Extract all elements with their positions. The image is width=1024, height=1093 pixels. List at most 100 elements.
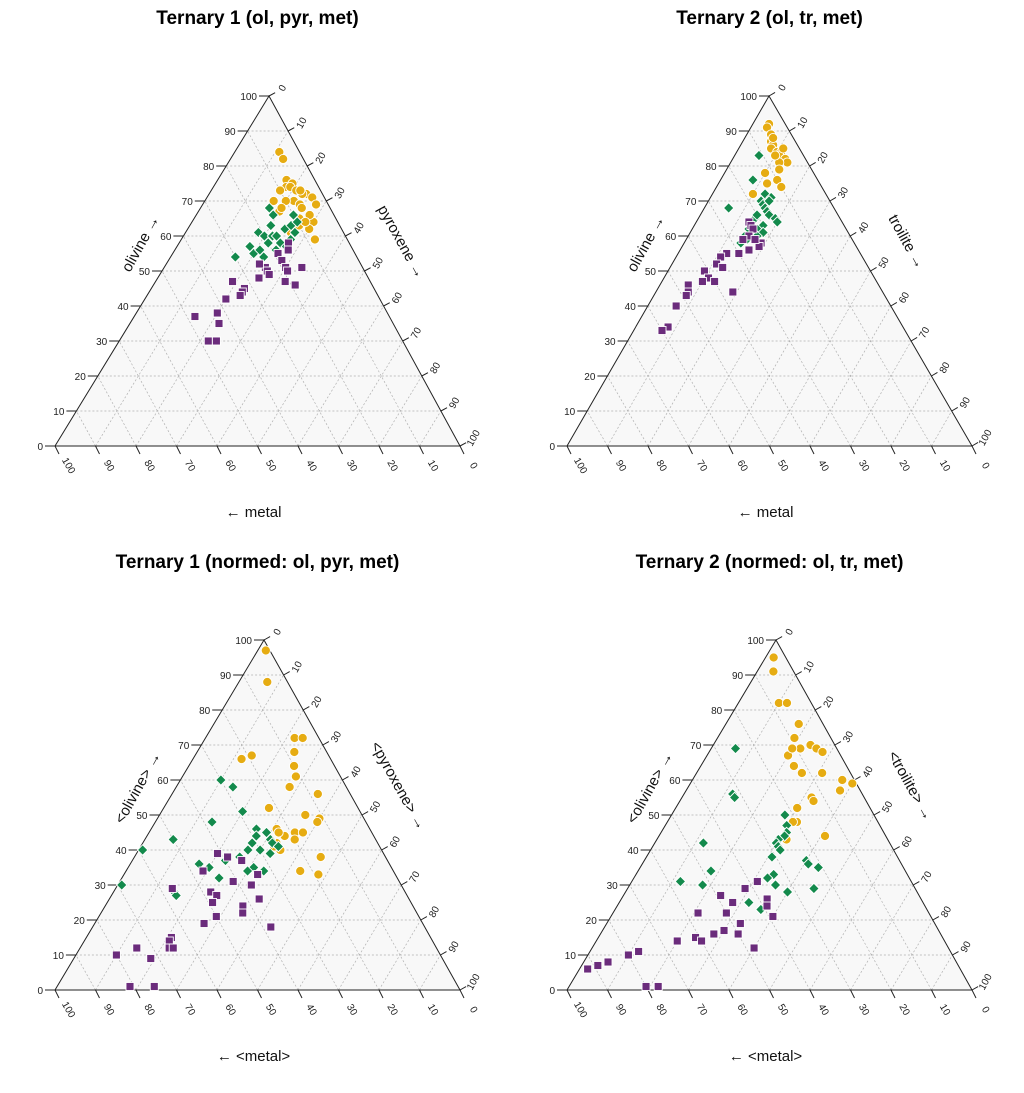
bottom-tick-label: 40 <box>815 1002 830 1018</box>
right-tick-label: 70 <box>409 325 424 340</box>
data-point-square <box>149 982 159 991</box>
data-point-circle <box>747 188 758 200</box>
grid-line-secondary <box>688 744 836 991</box>
data-point-square <box>238 908 248 918</box>
right-axis-tick <box>854 776 861 781</box>
left-tick-label: 90 <box>726 127 738 138</box>
right-axis-tick <box>268 92 276 97</box>
data-point-square <box>752 877 762 886</box>
grid-line-secondary <box>419 410 442 447</box>
grid-line-secondary <box>95 674 284 991</box>
grid-line-metal <box>627 340 689 447</box>
data-point-square <box>697 936 707 946</box>
bottom-tick-label: 90 <box>613 1002 628 1018</box>
data-point-diamond <box>287 209 300 221</box>
grid-line-metal <box>748 130 932 447</box>
data-point-diamond <box>779 809 791 821</box>
bottom-tick-label: 90 <box>101 458 116 474</box>
data-point-circle <box>774 164 785 175</box>
bottom-axis-tick <box>566 445 572 455</box>
left-tick-label: 0 <box>549 986 555 997</box>
bottom-tick-label: 0 <box>467 461 480 472</box>
left-tick-label: 60 <box>160 232 172 243</box>
bottom-axis-tick <box>809 989 815 999</box>
data-point-circle <box>796 767 807 779</box>
data-point-circle <box>289 760 300 772</box>
data-point-square <box>214 319 224 328</box>
bottom-axis-label: ← <metal> <box>729 1048 803 1065</box>
bottom-axis-tick <box>257 989 262 999</box>
left-tick-label: 30 <box>607 881 619 892</box>
grid-line-metal <box>221 709 380 991</box>
data-point-square <box>768 912 778 921</box>
bottom-tick-label: 60 <box>222 1002 237 1018</box>
right-axis-tick <box>283 671 290 676</box>
bottom-tick-label: 100 <box>571 1000 589 1020</box>
bottom-axis-tick <box>216 445 222 455</box>
right-tick-label: 90 <box>447 939 462 954</box>
right-tick-label: 30 <box>329 729 344 744</box>
data-point-square <box>603 957 613 967</box>
left-tick-label: 70 <box>178 741 190 752</box>
right-tick-label: 100 <box>977 972 995 992</box>
bottom-tick-label: 70 <box>182 1002 197 1018</box>
data-point-circle <box>289 746 300 758</box>
panel-title: Ternary 1 (normed: ol, pyr, met) <box>116 552 400 573</box>
ternary-panel-3: 0102030405060708090100010203040506070809… <box>37 552 483 1065</box>
bottom-axis-tick <box>297 445 303 455</box>
data-point-circle <box>819 830 831 842</box>
right-tick-label: 0 <box>272 627 285 638</box>
data-point-square <box>235 291 245 300</box>
left-tick-label: 0 <box>549 442 555 453</box>
bottom-axis-tick <box>607 445 612 455</box>
bottom-axis-tick <box>176 989 181 999</box>
data-point-circle <box>297 827 309 838</box>
data-point-diamond <box>747 174 759 186</box>
data-point-diamond <box>812 861 825 874</box>
data-point-diamond <box>769 879 782 891</box>
data-point-diamond <box>229 251 242 263</box>
left-axis-label: olivine → <box>624 213 669 275</box>
right-tick-label: 30 <box>836 185 851 200</box>
data-point-diamond <box>759 188 771 200</box>
data-point-square <box>721 908 731 918</box>
right-axis-tick <box>931 372 938 377</box>
data-point-circle <box>263 802 275 814</box>
data-point-circle <box>781 697 793 709</box>
data-point-diamond <box>250 830 263 842</box>
left-tick-label: 0 <box>37 986 43 997</box>
data-point-diamond <box>774 844 787 856</box>
bottom-tick-label: 50 <box>263 1002 278 1018</box>
right-axis-tick <box>263 636 271 641</box>
data-point-circle <box>312 788 323 800</box>
data-point-square <box>593 961 603 970</box>
data-point-square <box>735 919 745 928</box>
grid-line-secondary <box>607 130 790 447</box>
data-point-diamond <box>743 896 755 909</box>
left-tick-label: 60 <box>157 776 169 787</box>
left-tick-label: 80 <box>711 706 723 717</box>
right-axis-tick <box>795 671 802 676</box>
right-axis-tick <box>361 811 369 816</box>
bottom-axis-label: ← <metal> <box>217 1048 291 1065</box>
left-tick-label: 10 <box>565 951 577 962</box>
data-point-square <box>728 898 738 907</box>
data-point-diamond <box>696 879 709 891</box>
data-point-circle <box>768 652 779 663</box>
data-point-square <box>223 852 233 862</box>
bottom-axis-tick <box>135 445 141 455</box>
right-axis-label: troilite → <box>884 212 928 272</box>
right-tick-label: 100 <box>977 428 995 448</box>
grid-line-secondary <box>688 200 831 447</box>
data-point-square <box>283 245 293 255</box>
right-axis-tick <box>302 706 310 711</box>
data-point-diamond <box>274 237 287 249</box>
data-point-circle <box>289 834 300 845</box>
panel-title: Ternary 2 (normed: ol, tr, met) <box>636 552 904 573</box>
right-axis-tick <box>912 881 920 886</box>
grid-line-secondary <box>809 305 892 447</box>
grid-line-metal <box>586 410 608 447</box>
data-point-diamond <box>264 847 276 860</box>
bottom-axis-tick <box>459 989 465 999</box>
grid-line-secondary <box>297 849 382 991</box>
